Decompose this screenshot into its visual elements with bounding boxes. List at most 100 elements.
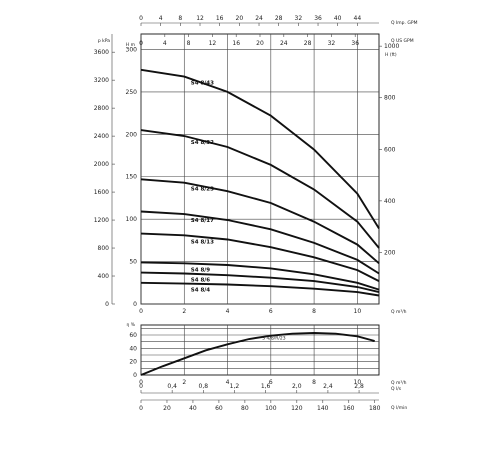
ft-tick-label: 200 (384, 249, 396, 256)
lmin-unit: Q l/min (391, 405, 407, 411)
curve-s4-8-43 (140, 68, 380, 230)
curve-label: S4 8/32 (191, 140, 214, 146)
kpa-tick-label: 2400 (94, 133, 109, 140)
ls-tick-label: 1,6 (261, 383, 271, 390)
efficiency-chart: 0 2 4 6 8 10 Q m³/h 0 20 40 60 η % 0 0,4 0,8 1,2 1,6 2,0 2… (126, 322, 407, 412)
kpa-tick-label: 3200 (94, 77, 109, 84)
ft-tick-label: 400 (384, 198, 396, 205)
ft-tick-label: 1000 (384, 43, 399, 50)
curve-s4-8-6 (140, 271, 380, 294)
curve-label: S4 8/43 (191, 81, 214, 87)
ls-tick-label: 1,2 (230, 383, 240, 390)
ls-tick-label: 0,8 (199, 383, 209, 390)
ls-tick-label: 2,0 (292, 383, 302, 390)
kpa-tick-label: 800 (98, 245, 110, 252)
eff-x-tick-label: 8 (312, 379, 316, 386)
top-axis-2-label: 16 (232, 40, 240, 47)
eff-y-tick-label: 60 (129, 332, 137, 339)
lmin-tick-label: 160 (343, 405, 355, 412)
curve-s4-8-17 (140, 210, 380, 275)
curve-s4-8-9 (140, 261, 380, 291)
head-x-tick-label: 8 (312, 308, 316, 315)
head-x-unit: Q m³/h (391, 309, 407, 315)
curve-s4-8-32 (140, 129, 380, 249)
top-axis-2-label: 4 (163, 40, 167, 47)
lmin-tick-label: 20 (163, 405, 171, 412)
head-x-tick-label: 4 (226, 308, 230, 315)
kpa-unit: p kPa (98, 38, 110, 44)
head-m-tick-label: 300 (126, 46, 138, 53)
head-m-tick-label: 0 (133, 301, 137, 308)
head-x-tick-label: 0 (139, 308, 143, 315)
ls-tick-label: 0 (139, 383, 143, 390)
top-axis-1-label: 16 (216, 15, 224, 22)
top-axis-2-label: 36 (351, 40, 359, 47)
ft-tick-label: 600 (384, 146, 396, 153)
top-axis-1-unit: Q Imp. GPM (391, 20, 418, 26)
head-m-tick-label: 50 (129, 259, 137, 266)
eff-y-unit: η % (126, 322, 135, 328)
top-axis-2-label: 32 (328, 40, 336, 47)
top-axis-1-label: 8 (178, 15, 182, 22)
curve-label: S4 8/4 (191, 288, 211, 294)
ft-unit: H (ft) (385, 52, 397, 58)
lmin-tick-label: 140 (317, 405, 329, 412)
top-axis-1-label: 28 (275, 15, 283, 22)
kpa-tick-label: 2000 (94, 161, 109, 168)
top-axis-2-label: 8 (187, 40, 191, 47)
lmin-tick-label: 120 (291, 405, 303, 412)
kpa-tick-label: 1600 (94, 189, 109, 196)
head-m-unit: H m (126, 42, 135, 48)
ls-tick-label: 0,4 (167, 383, 177, 390)
kpa-tick-label: 1200 (94, 217, 109, 224)
head-m-tick-label: 100 (126, 216, 138, 223)
kpa-tick-label: 3600 (94, 49, 109, 56)
curve-s4-8-23 (140, 178, 380, 265)
top-axis-1-label: 40 (334, 15, 342, 22)
eff-x-tick-label: 2 (182, 379, 186, 386)
ls-tick-label: 2,4 (323, 383, 333, 390)
head-chart: 0 2 4 6 8 10 Q m³/h0 4 8 12 16 20 24 28 32 36 40 44Q Imp.… (94, 15, 418, 315)
ls-unit: Q l/s (391, 386, 402, 392)
head-m-tick-label: 200 (126, 131, 138, 138)
top-axis-2-label: 20 (256, 40, 264, 47)
efficiency-chart-frame (140, 324, 380, 376)
lmin-tick-label: 0 (139, 405, 143, 412)
kpa-tick-label: 400 (98, 273, 110, 280)
head-x-tick-label: 10 (354, 308, 362, 315)
top-axis-1-label: 44 (354, 15, 362, 22)
head-m-tick-label: 250 (126, 89, 138, 96)
eff-y-tick-label: 40 (129, 345, 137, 352)
top-axis-1-label: 32 (295, 15, 303, 22)
lmin-tick-label: 80 (241, 405, 249, 412)
top-axis-1-label: 36 (314, 15, 322, 22)
eff-x-tick-label: 6 (269, 379, 273, 386)
top-axis-2-label: 0 (139, 40, 143, 47)
kpa-tick-label: 2800 (94, 105, 109, 112)
top-axis-2-label: 24 (280, 40, 288, 47)
head-m-tick-label: 150 (126, 174, 138, 181)
curve-label: S4 8/17 (191, 218, 214, 224)
lmin-tick-label: 180 (369, 405, 381, 412)
eff-x-tick-label: 10 (354, 379, 362, 386)
lmin-tick-label: 40 (189, 405, 197, 412)
head-x-tick-label: 6 (269, 308, 273, 315)
curve-label: S4 8/23 (191, 187, 214, 193)
eff-x-tick-label: 0 (139, 379, 143, 386)
curve-s4-8-13 (140, 232, 380, 282)
curve-label: S4 8/6 (191, 277, 211, 283)
ls-tick-label: 2,8 (354, 383, 364, 390)
efficiency-curve-label: S 4/8/R/23 (262, 336, 286, 342)
top-axis-2-label: 28 (304, 40, 312, 47)
top-axis-1-label: 24 (255, 15, 263, 22)
lmin-tick-label: 100 (265, 405, 277, 412)
eff-x-unit: Q m³/h (391, 380, 407, 386)
head-x-tick-label: 2 (182, 308, 186, 315)
top-axis-1-label: 20 (236, 15, 244, 22)
ft-tick-label: 800 (384, 95, 396, 102)
top-axis-1-label: 0 (139, 15, 143, 22)
eff-y-tick-label: 20 (129, 359, 137, 366)
curve-label: S4 8/9 (191, 267, 211, 273)
top-axis-2-unit: Q US GPM (391, 38, 414, 44)
